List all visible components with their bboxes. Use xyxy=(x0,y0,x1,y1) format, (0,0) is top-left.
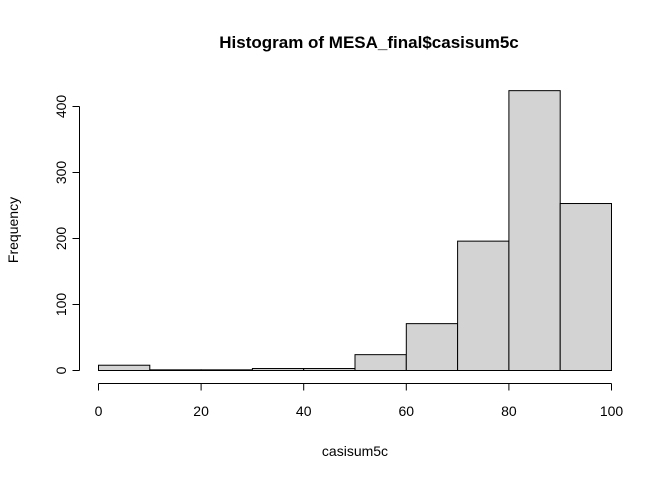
histogram-bar-0-10 xyxy=(98,364,151,372)
x-tick-label-0: 0 xyxy=(95,403,103,419)
y-axis-label: Frequency xyxy=(5,197,21,263)
y-tick-label-300: 300 xyxy=(53,161,69,185)
histogram-bar-80-90 xyxy=(508,90,561,371)
histogram-bar-60-70 xyxy=(405,323,459,372)
histogram-bar-10-20 xyxy=(149,369,202,371)
histogram-bar-30-40 xyxy=(251,368,305,371)
y-tick-label-200: 200 xyxy=(53,227,69,251)
histogram-bar-90-100 xyxy=(559,203,613,371)
x-tick-label-80: 80 xyxy=(501,403,517,419)
y-tick-label-100: 100 xyxy=(53,293,69,317)
y-tick-label-400: 400 xyxy=(53,95,69,119)
histogram-bar-70-80 xyxy=(457,240,510,371)
histogram-bar-20-30 xyxy=(200,369,253,371)
histogram-bar-50-60 xyxy=(354,354,407,372)
y-tick-label-0: 0 xyxy=(53,366,69,374)
x-axis-label: casisum5c xyxy=(322,443,388,459)
x-tick-label-60: 60 xyxy=(399,403,415,419)
bars-group xyxy=(98,90,613,372)
x-axis: 0 20 40 60 80 100 xyxy=(95,383,624,419)
x-tick-label-20: 20 xyxy=(193,403,209,419)
x-tick-label-40: 40 xyxy=(296,403,312,419)
x-tick-label-100: 100 xyxy=(600,403,624,419)
y-axis: 0 100 200 300 400 xyxy=(53,95,80,374)
histogram-bar-40-50 xyxy=(303,368,356,371)
chart-title: Histogram of MESA_final$casisum5c xyxy=(219,33,518,52)
